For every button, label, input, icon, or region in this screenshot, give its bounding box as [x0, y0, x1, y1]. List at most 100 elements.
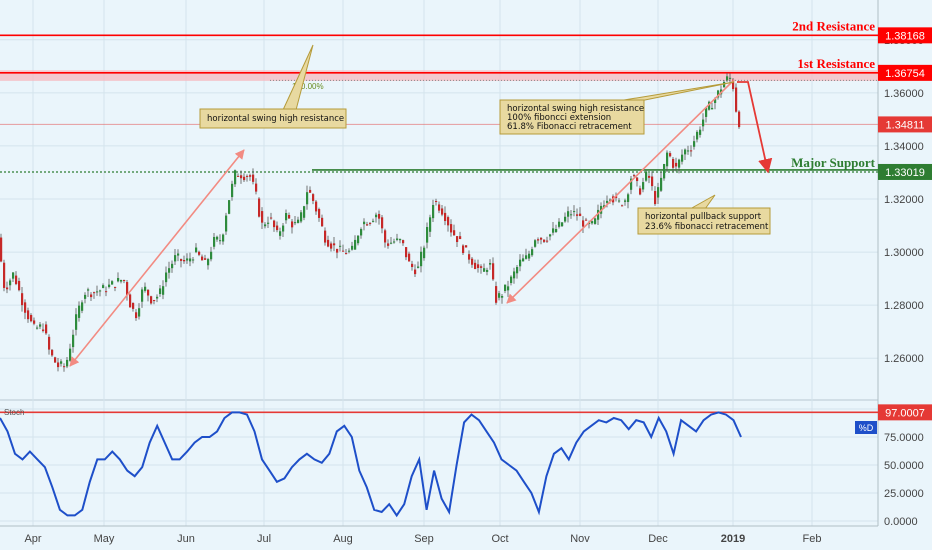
candle-up [195, 247, 198, 253]
candle-up [594, 218, 597, 224]
time-tick-label: 2019 [721, 533, 745, 545]
candle-up [696, 131, 699, 140]
candle-down [21, 293, 24, 306]
candle-up [396, 238, 399, 240]
candle-up [216, 236, 219, 240]
candle-up [714, 99, 717, 103]
candle-up [84, 294, 87, 299]
candle-down [636, 177, 639, 182]
candle-down [237, 175, 240, 177]
stoch-tick-label: 0.0000 [884, 516, 918, 528]
candle-up [78, 305, 81, 318]
candle-down [414, 269, 417, 275]
stoch-d-line [0, 411, 742, 518]
time-tick-label: Apr [24, 533, 41, 545]
candle-down [738, 111, 741, 128]
2nd-resistance-tag-text: 1.38168 [885, 30, 925, 42]
candle-up [210, 251, 213, 260]
candle-up [66, 359, 69, 367]
candle-up [372, 220, 375, 222]
candle-down [54, 357, 57, 363]
current-price-tag-text: 1.34811 [886, 119, 925, 131]
candle-down [312, 194, 315, 201]
candle-up [564, 216, 567, 222]
candle-up [207, 259, 210, 266]
candle-up [390, 242, 393, 244]
candle-down [129, 294, 132, 308]
candle-down [669, 153, 672, 157]
candle-up [507, 286, 510, 291]
candle-down [342, 250, 345, 252]
candle-up [99, 290, 102, 292]
candle-down [147, 289, 150, 296]
candle-down [582, 220, 585, 227]
candle-up [138, 308, 141, 317]
candle-up [144, 286, 147, 291]
candle-down [444, 212, 447, 222]
candle-down [405, 247, 408, 258]
stoch-legend-text: %D [859, 423, 874, 433]
candle-down [63, 366, 66, 368]
candle-up [156, 296, 159, 299]
2nd-resistance-tag [878, 27, 932, 44]
candle-down [6, 287, 9, 290]
price-tick-label: 1.26000 [884, 353, 924, 365]
candle-down [90, 294, 93, 298]
candle-up [219, 240, 222, 242]
candle-up [213, 236, 216, 247]
candle-up [141, 289, 144, 302]
candle-up [234, 170, 237, 185]
stoch-tick-label: 50.0000 [884, 460, 924, 472]
candle-down [495, 286, 498, 303]
resistance-zone [0, 70, 878, 81]
price-axis: 1.380001.360001.340001.320001.300001.280… [884, 35, 924, 365]
time-tick-label: Nov [570, 533, 590, 545]
candle-up [39, 324, 42, 327]
candle-down [675, 162, 678, 167]
candle-down [387, 243, 390, 246]
candle-up [723, 81, 726, 88]
candle-down [537, 239, 540, 241]
candle-down [42, 329, 45, 331]
candle-down [324, 230, 327, 243]
candle-down [48, 336, 51, 350]
candle-down [198, 251, 201, 255]
candle-up [510, 276, 513, 284]
major-support-tag-text: 1.33019 [885, 167, 925, 179]
time-tick-label: Aug [333, 533, 353, 545]
candle-down [474, 262, 477, 269]
candle-up [279, 231, 282, 236]
candle-down [33, 320, 36, 324]
candle-down [402, 240, 405, 244]
candle-up [570, 214, 573, 216]
candle-up [189, 258, 192, 262]
candle-up [120, 279, 123, 282]
uptrend-arrow-1 [69, 149, 245, 367]
candle-down [93, 292, 96, 294]
candle-up [531, 249, 534, 256]
candle-up [108, 284, 111, 288]
candle-up [294, 222, 297, 224]
candle-down [288, 214, 291, 219]
candle-up [351, 245, 354, 250]
candle-down [105, 291, 108, 293]
stoch-legend-badge[interactable]: %D [855, 421, 877, 434]
candle-down [639, 188, 642, 195]
candle-down [441, 208, 444, 215]
annotation-2: horizontal swing high resistance 100% fi… [499, 81, 735, 135]
candle-down [456, 236, 459, 243]
candle-down [477, 264, 480, 268]
candle-down [201, 256, 204, 261]
major-support-tag [878, 163, 932, 180]
candle-down [240, 175, 243, 179]
candle-up [357, 235, 360, 244]
candle-up [12, 272, 15, 279]
candle-up [282, 225, 285, 232]
annotation-1: horizontal swing high resistance [199, 44, 347, 129]
candle-down [540, 237, 543, 240]
candle-up [162, 286, 165, 295]
candle-up [606, 200, 609, 203]
candle-down [309, 189, 312, 193]
time-tick-label: Feb [803, 533, 822, 545]
